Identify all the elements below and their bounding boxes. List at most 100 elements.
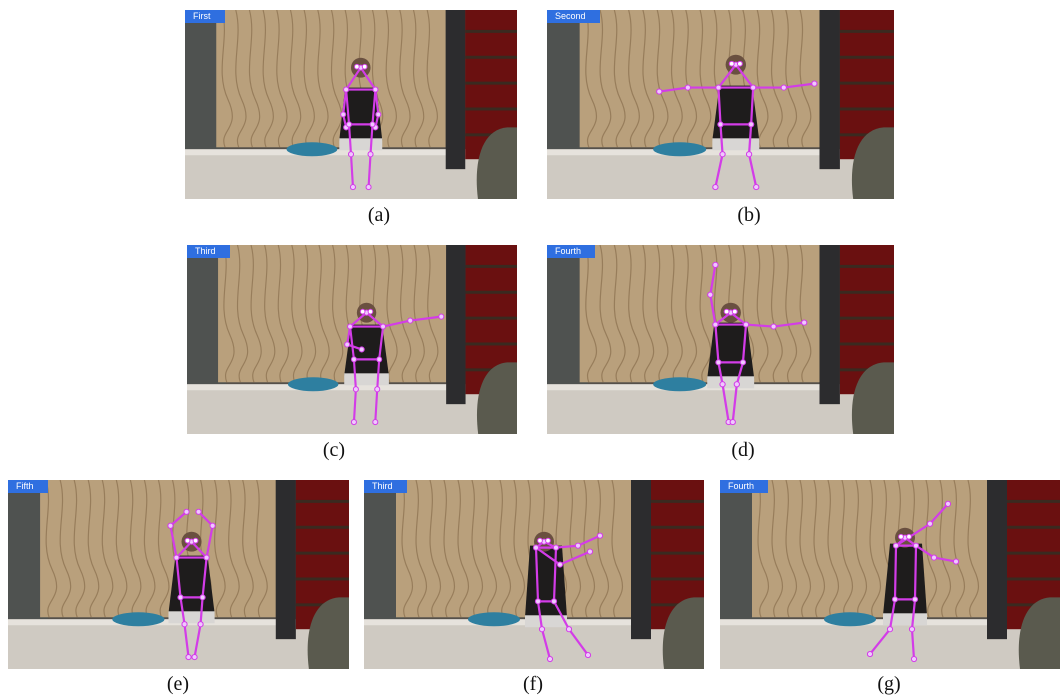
shelf-board (1007, 551, 1060, 555)
photo-panel-c: Third (187, 245, 517, 434)
wood-panel (579, 245, 820, 383)
skeleton-bone (714, 323, 720, 364)
armchair (476, 127, 517, 199)
eye-keypoint (736, 60, 743, 67)
keypoint (352, 386, 359, 393)
keypoint (177, 594, 184, 601)
keypoint (375, 111, 382, 118)
black-dress (712, 85, 760, 141)
skeleton-bone (932, 556, 958, 563)
photo-panel-b: Second (547, 10, 894, 199)
skeleton-bone (893, 544, 898, 601)
keypoint (374, 386, 381, 393)
pose-label: Fourth (547, 245, 596, 258)
skeleton-bone (772, 321, 806, 328)
skeleton-bone (381, 319, 412, 328)
skeleton-bone (367, 153, 372, 189)
skeleton-bone (359, 66, 377, 91)
skeleton-bone (199, 596, 204, 626)
keypoint (167, 522, 174, 529)
shelf-board (651, 577, 704, 581)
keypoint (369, 121, 376, 128)
keypoint (684, 84, 692, 91)
caption-c: (c) (322, 439, 346, 461)
skeleton-bone (348, 311, 368, 328)
black-dress (168, 555, 215, 614)
skeleton-bone (201, 556, 208, 599)
black-dress (525, 545, 567, 618)
keypoint (749, 84, 757, 91)
door-frame (631, 480, 651, 640)
pose-skeleton (709, 263, 806, 424)
door-frame (445, 10, 466, 170)
keypoint (584, 651, 592, 659)
keypoint (753, 183, 760, 191)
keypoint (532, 544, 540, 551)
caption-g: (g) (877, 673, 901, 695)
skeleton-bone (190, 540, 208, 559)
keypoint (719, 381, 726, 388)
skeleton-bone (782, 82, 816, 89)
skeleton-bone (352, 358, 357, 391)
keypoint (347, 151, 355, 158)
toy-boat (653, 142, 707, 157)
eye-keypoint (367, 308, 374, 315)
caption-e: (e) (166, 673, 190, 695)
eye-keypoint (728, 60, 735, 67)
pose-skeleton (346, 311, 443, 424)
keypoint (181, 621, 188, 628)
photo-scene (547, 245, 894, 434)
keypoint (372, 86, 379, 93)
keypoint (930, 554, 938, 561)
skeleton-bone (169, 524, 178, 559)
pose-keypoints (344, 308, 445, 426)
skeleton-bone (747, 123, 753, 156)
keypoint (886, 626, 894, 633)
shelf-board (839, 29, 894, 33)
skeleton-bone (540, 628, 552, 661)
armchair (851, 362, 894, 434)
skeleton-bone (717, 361, 724, 386)
pose-keypoints (532, 532, 604, 663)
skeleton-bone (169, 510, 188, 527)
keypoint (203, 554, 210, 561)
keypoint (565, 626, 573, 633)
door-frame (446, 245, 466, 405)
skeleton-bone (371, 88, 377, 126)
shelf-board (465, 29, 517, 33)
keypoint (344, 341, 351, 348)
skeleton-bone (744, 323, 775, 328)
toy-boat (112, 612, 165, 627)
photo-scene (185, 10, 517, 199)
keypoint (534, 598, 542, 605)
black-dress (883, 543, 927, 616)
floor-reflection (187, 384, 517, 391)
keypoint (173, 554, 180, 561)
keypoint (912, 542, 920, 549)
keypoint (712, 183, 719, 191)
shelf-board (465, 264, 517, 268)
keypoint (350, 356, 357, 363)
keypoint (340, 111, 347, 118)
keypoint (739, 359, 747, 366)
skeleton-bone (552, 546, 558, 603)
keypoint (191, 653, 198, 661)
eye-keypoint (361, 63, 368, 70)
skeleton-bone (534, 546, 540, 603)
skeleton-bone (910, 628, 916, 661)
keypoint (195, 508, 202, 515)
shelf-board (295, 577, 349, 581)
wood-panel (396, 480, 631, 618)
photo-scene (720, 480, 1060, 669)
keypoint (712, 261, 719, 268)
keypoint (574, 542, 582, 549)
white-skirt (168, 611, 215, 624)
keypoint (866, 650, 874, 658)
caption-b: (b) (737, 204, 761, 226)
keypoint (715, 359, 722, 366)
wood-panel (218, 245, 447, 383)
keypoint (729, 418, 736, 426)
pose-skeleton (658, 63, 816, 189)
skeleton-bone (717, 63, 737, 89)
pose-label: First (185, 10, 225, 23)
